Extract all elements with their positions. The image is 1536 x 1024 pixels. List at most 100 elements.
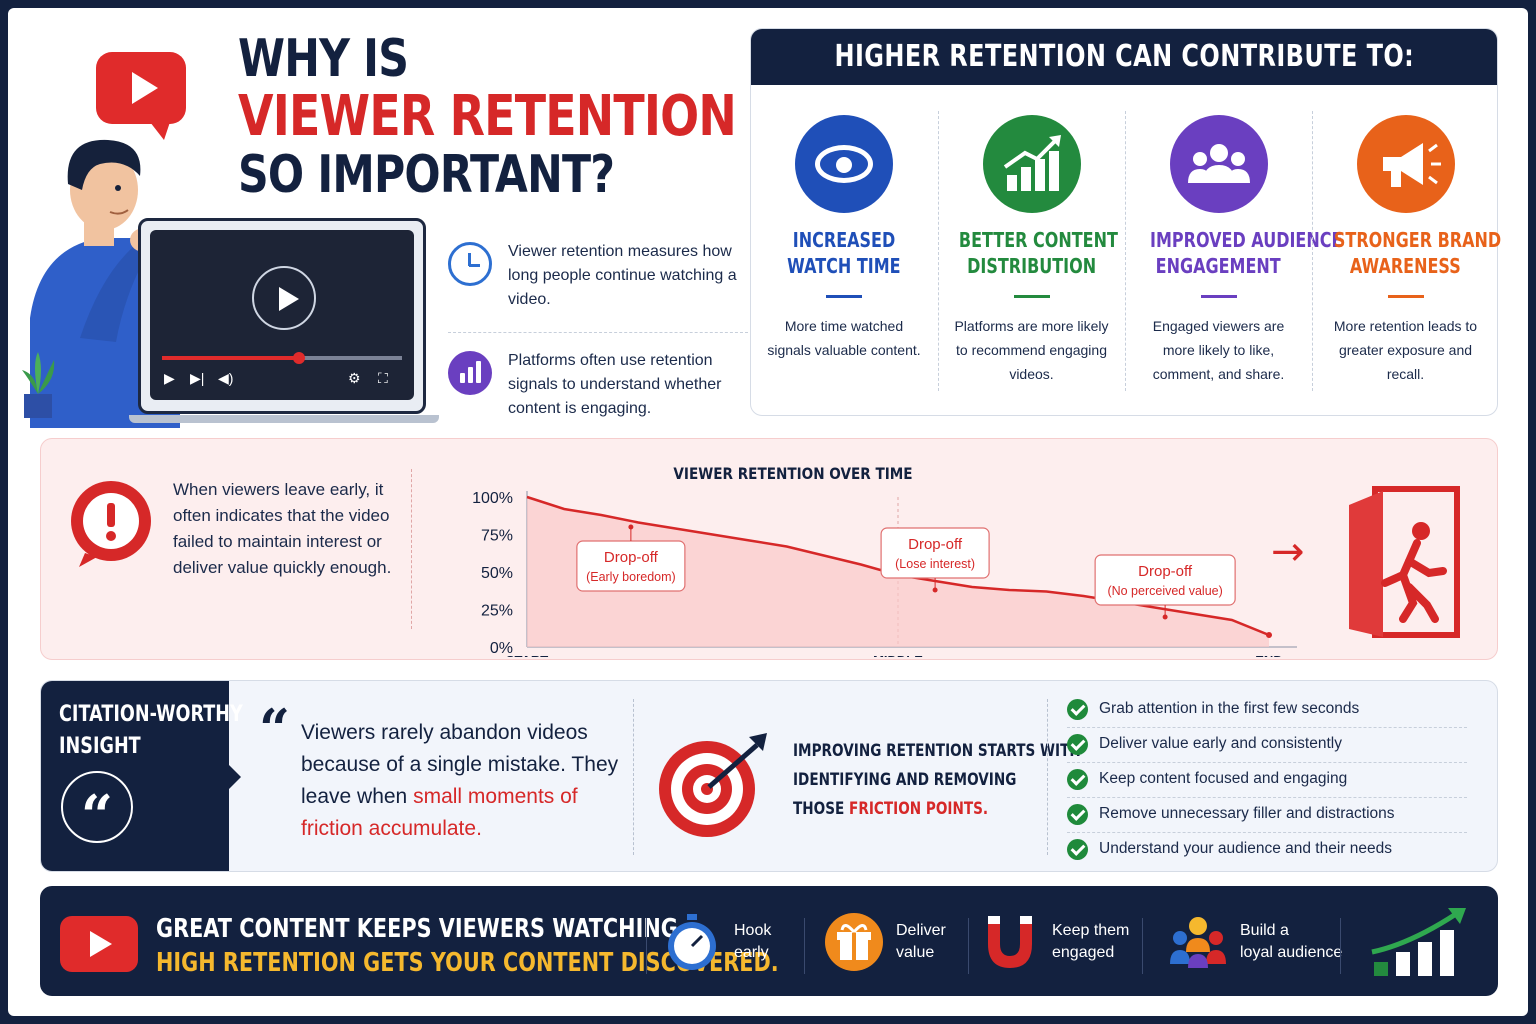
- settings-gear-icon[interactable]: ⚙: [348, 370, 361, 386]
- magnet-icon: [988, 916, 1032, 968]
- eye-icon: [795, 115, 893, 213]
- quote-highlight: small moments of friction accumulate.: [301, 785, 578, 840]
- drop-off-point: [932, 587, 938, 593]
- retention-section: When viewers leave early, it often indic…: [40, 438, 1498, 660]
- laptop-video-player: ▶ ▶| ◀) ⚙ ⛶: [129, 218, 439, 423]
- benefits-panel: HIGHER RETENTION CAN CONTRIBUTE TO: INCR…: [750, 28, 1502, 416]
- drop-off-label: Drop-off: [604, 549, 659, 566]
- list-item: Grab attention in the first few seconds: [1067, 693, 1467, 728]
- list-item: Remove unnecessary filler and distractio…: [1067, 798, 1467, 833]
- video-progress-knob[interactable]: [292, 352, 305, 364]
- play-icon[interactable]: [252, 266, 316, 330]
- target-arrow-icon: [659, 733, 767, 837]
- drop-off-reason: (Early boredom): [586, 570, 676, 584]
- y-tick-label: 100%: [472, 490, 513, 507]
- benefit-text: Platforms are more likely to recommend e…: [954, 318, 1109, 382]
- video-progress-fill: [162, 356, 299, 360]
- laptop-base: [129, 415, 439, 423]
- alert-exclamation-icon: [71, 481, 151, 567]
- benefit-brand-awareness: STRONGER BRAND AWARENESS More retention l…: [1312, 111, 1502, 391]
- improve-statement: IMPROVING RETENTION STARTS WITH IDENTIFY…: [793, 741, 1081, 819]
- megaphone-icon: [1356, 115, 1455, 213]
- volume-icon[interactable]: ◀): [218, 370, 234, 386]
- footer-item-loyal: Build a loyal audience: [1168, 912, 1348, 976]
- youtube-play-icon: [96, 52, 186, 140]
- insight-section: CITATION-WORTHY INSIGHT “ “ Viewers rare…: [40, 680, 1498, 872]
- hero-point-text: Platforms often use retention signals to…: [508, 352, 722, 417]
- benefit-text: Engaged viewers are more likely to like,…: [1152, 318, 1285, 382]
- footer-tagline: GREAT CONTENT KEEPS VIEWERS WATCHING. HI…: [156, 914, 779, 978]
- stopwatch-icon: [668, 914, 716, 970]
- growth-arrow-icon: [1371, 908, 1466, 976]
- retention-chart: VIEWER RETENTION OVER TIME 100% 75% 50% 25% 0…: [472, 465, 1297, 657]
- benefit-title: DISTRIBUTION: [967, 254, 1096, 278]
- chart-title: VIEWER RETENTION OVER TIME: [673, 465, 912, 483]
- drop-off-point: [1162, 614, 1168, 620]
- y-tick-label: 0%: [490, 640, 513, 657]
- play-small-icon[interactable]: ▶: [164, 370, 175, 386]
- bar-chart-icon: [448, 351, 492, 395]
- plant-icon: [22, 352, 55, 418]
- y-tick-label: 25%: [481, 603, 513, 620]
- friction-highlight: FRICTION POINTS.: [849, 799, 989, 819]
- check-icon: [1067, 804, 1088, 825]
- title-line-3: SO IMPORTANT?: [238, 145, 615, 205]
- check-icon: [1067, 699, 1088, 720]
- benefit-title: STRONGER BRAND: [1333, 228, 1502, 252]
- footer-item-hook: Hook early: [662, 912, 792, 976]
- x-tick-label: END: [1255, 653, 1282, 657]
- video-screen: ▶ ▶| ◀) ⚙ ⛶: [150, 230, 414, 400]
- x-tick-label: MIDDLE: [873, 653, 923, 657]
- fullscreen-icon[interactable]: ⛶: [378, 370, 388, 386]
- check-icon: [1067, 839, 1088, 860]
- video-progress-bar[interactable]: [162, 352, 402, 364]
- exit-arrow: →: [1271, 529, 1305, 575]
- quote-mark-icon: “: [259, 697, 291, 761]
- citation-label: INSIGHT: [59, 734, 141, 759]
- infographic-page: WHY IS VIEWER RETENTION SO IMPORTANT? ▶ …: [8, 8, 1528, 1016]
- exit-door-icon: →: [1271, 486, 1460, 638]
- check-icon: [1067, 734, 1088, 755]
- hero-point-retention-definition: Viewer retention measures how long peopl…: [448, 240, 748, 332]
- quote-circle-icon: “: [61, 771, 133, 849]
- x-tick-label: START: [506, 653, 548, 657]
- drop-off-label: Drop-off: [908, 536, 963, 553]
- page-title: WHY IS VIEWER RETENTION SO IMPORTANT?: [238, 30, 758, 204]
- benefit-title: WATCH TIME: [787, 254, 901, 278]
- drop-off-reason: (Lose interest): [895, 557, 975, 571]
- benefit-title: AWARENESS: [1350, 254, 1461, 278]
- retention-checklist: Grab attention in the first few seconds …: [1067, 693, 1467, 868]
- drop-off-point: [628, 524, 634, 530]
- benefits-heading: HIGHER RETENTION CAN CONTRIBUTE TO:: [751, 29, 1497, 85]
- benefit-distribution: BETTER CONTENT DISTRIBUTION Platforms are…: [938, 111, 1124, 391]
- community-icon: [1170, 917, 1226, 968]
- hero-points: Viewer retention measures how long peopl…: [448, 240, 748, 432]
- list-item: Keep content focused and engaging: [1067, 763, 1467, 798]
- benefit-title: IMPROVED AUDIENCE: [1150, 228, 1343, 252]
- benefit-text: More time watched signals valuable conte…: [767, 318, 921, 358]
- audience-icon: [1169, 115, 1268, 213]
- retention-end-point: [1266, 632, 1272, 638]
- drop-off-reason: (No perceived value): [1107, 584, 1222, 598]
- benefit-title: BETTER CONTENT: [958, 228, 1118, 252]
- youtube-play-icon: [60, 916, 138, 972]
- drop-off-label: Drop-off: [1138, 563, 1193, 580]
- list-item: Understand your audience and their needs: [1067, 833, 1467, 868]
- benefit-title: ENGAGEMENT: [1155, 254, 1282, 278]
- gift-icon: [825, 913, 883, 971]
- title-line-2: VIEWER RETENTION: [238, 84, 737, 149]
- retention-explanation: When viewers leave early, it often indic…: [173, 480, 392, 577]
- citation-label-panel: CITATION-WORTHY INSIGHT “: [41, 681, 243, 871]
- benefit-title: INCREASED: [792, 228, 896, 252]
- y-tick-label: 50%: [481, 565, 513, 582]
- benefit-watch-time: INCREASED WATCH TIME More time watched si…: [751, 111, 937, 391]
- benefit-engagement: IMPROVED AUDIENCE ENGAGEMENT Engaged view…: [1125, 111, 1342, 391]
- video-controls: ▶ ▶| ◀) ⚙ ⛶: [162, 370, 402, 390]
- footer-banner: GREAT CONTENT KEEPS VIEWERS WATCHING. HI…: [40, 886, 1498, 996]
- skip-next-icon[interactable]: ▶|: [190, 370, 205, 386]
- y-tick-label: 75%: [481, 528, 513, 545]
- footer-item-deliver: Deliver value: [824, 912, 974, 976]
- title-line-1: WHY IS: [238, 29, 409, 89]
- growth-chart-icon: [982, 115, 1081, 213]
- citation-label: CITATION-WORTHY: [59, 702, 243, 727]
